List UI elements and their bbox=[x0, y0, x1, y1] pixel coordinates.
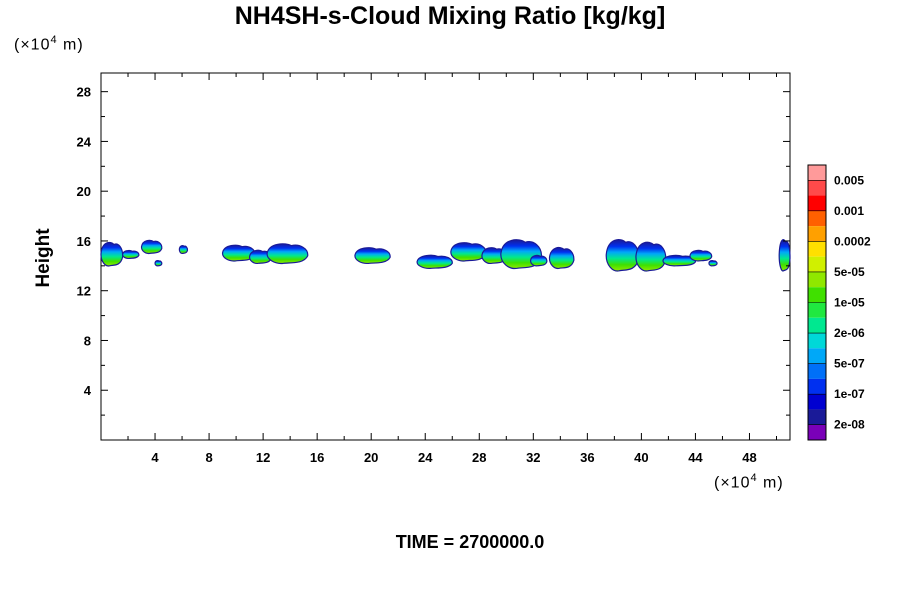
colorbar-swatch bbox=[808, 241, 826, 257]
y-unit-exp: 4 bbox=[50, 34, 58, 46]
x-unit-base: (×10 bbox=[714, 474, 751, 492]
colorbar-swatch bbox=[808, 409, 826, 425]
colorbar-swatch bbox=[808, 317, 826, 334]
cloud-blob bbox=[100, 241, 124, 267]
y-tick-label: 16 bbox=[77, 234, 91, 249]
colorbar-swatch bbox=[808, 302, 826, 318]
cloud-blob bbox=[689, 249, 713, 262]
colorbar-swatch bbox=[808, 333, 826, 349]
colorbar-swatch bbox=[808, 363, 826, 379]
colorbar-label: 2e-06 bbox=[834, 326, 865, 340]
x-tick-label: 44 bbox=[688, 450, 703, 465]
cloud-blob bbox=[450, 242, 487, 262]
cloud-blob bbox=[635, 241, 667, 272]
cloud-blob bbox=[266, 243, 309, 265]
cloud-blob bbox=[178, 245, 189, 255]
y-tick-label: 20 bbox=[77, 184, 91, 199]
colorbar: 0.005 0.001 0.0002 5e-05 1e-05 2e-06 5e-07 1e-0… bbox=[807, 164, 871, 441]
colorbar-label: 0.001 bbox=[834, 204, 864, 218]
y-tick-label: 28 bbox=[77, 85, 91, 100]
cloud-field bbox=[100, 239, 791, 272]
x-unit-label: (×104 m) bbox=[714, 472, 784, 492]
colorbar-swatch bbox=[808, 256, 826, 272]
y-axis-label: Height bbox=[33, 228, 54, 288]
y-unit-label: (×104 m) bbox=[14, 34, 84, 54]
x-tick-label: 48 bbox=[742, 450, 756, 465]
x-tick-label: 36 bbox=[580, 450, 594, 465]
cloud-blob bbox=[530, 254, 548, 267]
colorbar-swatch bbox=[808, 424, 826, 440]
colorbar-swatch bbox=[808, 378, 826, 395]
x-tick-label: 32 bbox=[526, 450, 540, 465]
x-tick-label: 40 bbox=[634, 450, 648, 465]
cloud-blob bbox=[154, 260, 163, 267]
x-tick-label: 28 bbox=[472, 450, 486, 465]
y-tick-label: 4 bbox=[84, 383, 92, 398]
colorbar-swatch bbox=[808, 348, 826, 364]
colorbar-swatch bbox=[808, 271, 826, 288]
x-tick-label: 20 bbox=[364, 450, 378, 465]
colorbar-label: 0.0002 bbox=[834, 234, 871, 248]
time-label: TIME = 2700000.0 bbox=[395, 532, 545, 552]
colorbar-swatch bbox=[808, 180, 826, 196]
x-unit-exp: 4 bbox=[750, 472, 758, 484]
colorbar-label: 0.005 bbox=[834, 173, 864, 187]
chart-title: NH4SH-s-Cloud Mixing Ratio [kg/kg] bbox=[234, 2, 666, 30]
colorbar-swatch bbox=[808, 226, 826, 242]
y-tick-label: 12 bbox=[77, 284, 91, 299]
x-tick-label: 8 bbox=[205, 450, 212, 465]
colorbar-label: 1e-05 bbox=[834, 296, 865, 310]
x-tick-label: 12 bbox=[256, 450, 270, 465]
cloud-blob bbox=[708, 260, 718, 267]
colorbar-swatch bbox=[808, 195, 826, 211]
colorbar-swatch bbox=[808, 165, 826, 181]
colorbar-swatch bbox=[808, 210, 826, 227]
cloud-blob bbox=[605, 239, 640, 272]
x-tick-label: 16 bbox=[310, 450, 324, 465]
x-tick-label: 4 bbox=[151, 450, 159, 465]
y-tick-label: 24 bbox=[77, 134, 92, 149]
colorbar-swatch bbox=[808, 394, 826, 410]
y-tick-label: 8 bbox=[84, 333, 91, 348]
x-unit-tail: m) bbox=[757, 474, 784, 492]
cloud-blob bbox=[122, 249, 140, 260]
cloud-blob bbox=[354, 247, 391, 265]
colorbar-label: 5e-05 bbox=[834, 265, 865, 279]
cloud-blob bbox=[416, 254, 453, 269]
colorbar-label: 1e-07 bbox=[834, 387, 865, 401]
cloud-blob bbox=[548, 246, 575, 270]
cloud-blob bbox=[662, 254, 697, 267]
colorbar-label: 5e-07 bbox=[834, 357, 865, 371]
y-unit-base: (×10 bbox=[14, 36, 51, 54]
cloud-blob bbox=[778, 239, 791, 272]
cloud-blob bbox=[140, 239, 163, 255]
colorbar-swatch bbox=[808, 287, 826, 303]
y-unit-tail: m) bbox=[57, 36, 84, 54]
colorbar-label: 2e-08 bbox=[834, 418, 865, 432]
x-tick-label: 24 bbox=[418, 450, 433, 465]
